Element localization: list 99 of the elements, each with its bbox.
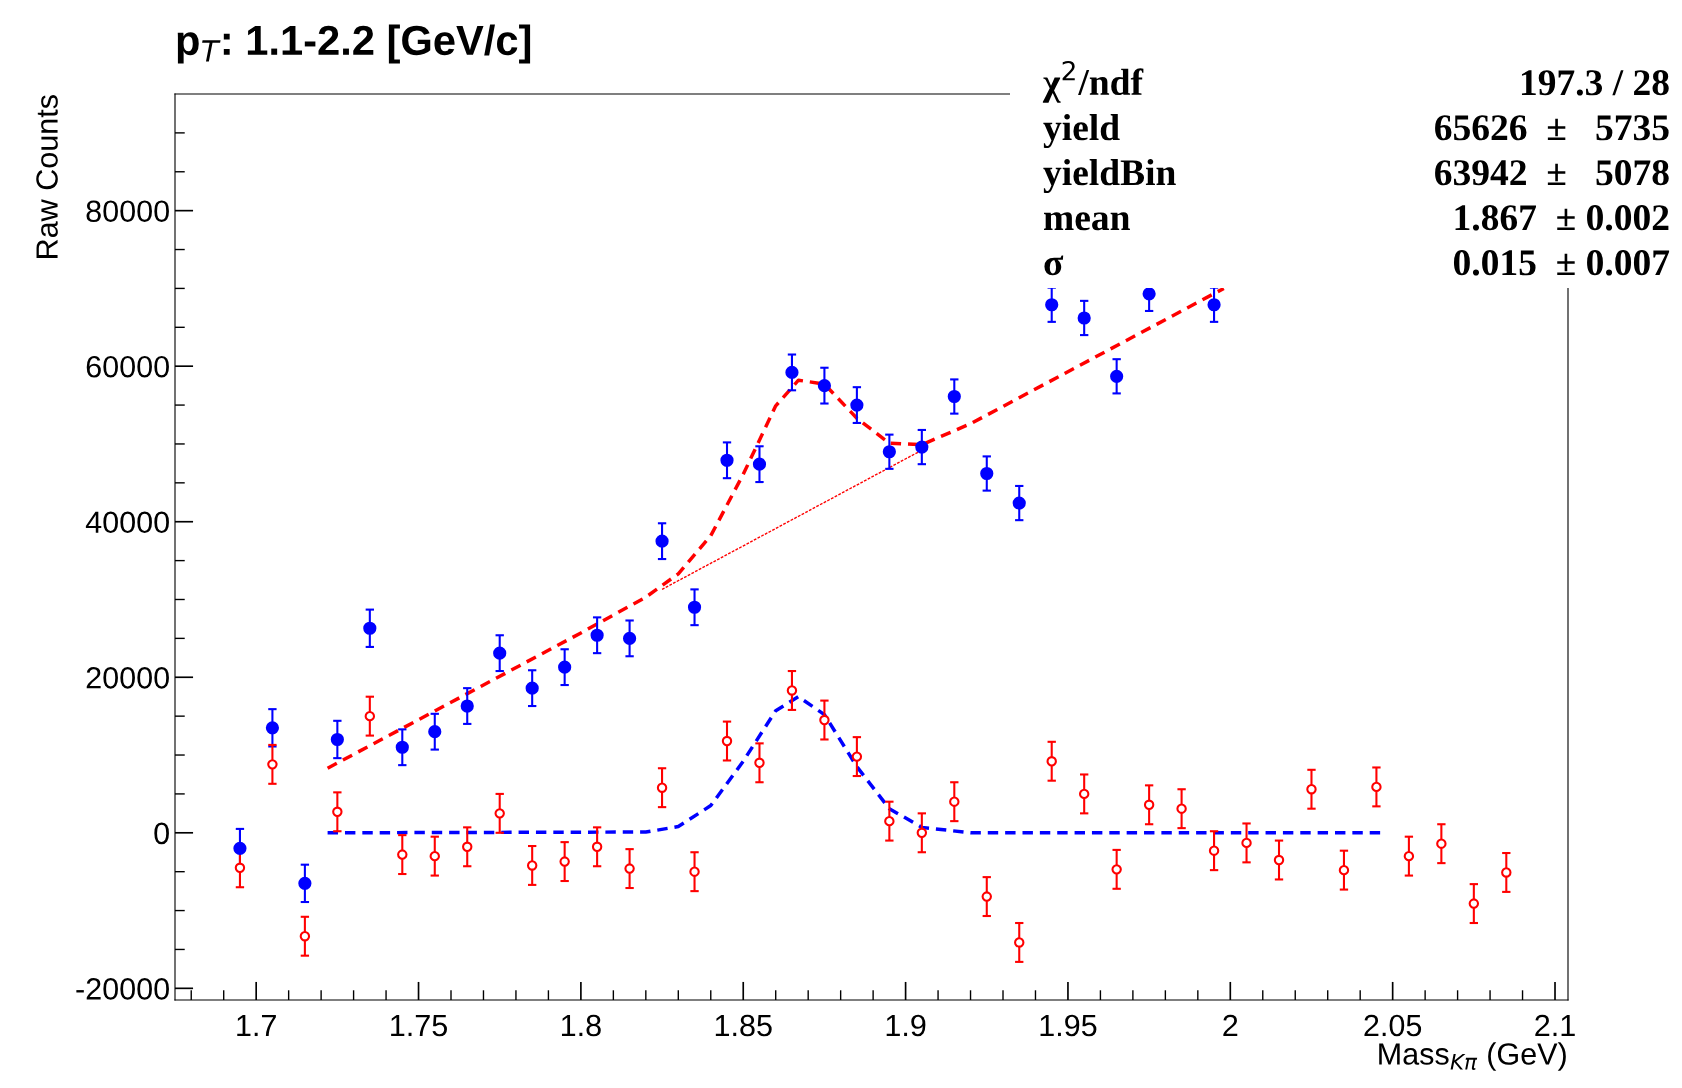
point xyxy=(851,751,863,762)
point xyxy=(1436,838,1447,849)
y-axis-title: Raw Counts xyxy=(36,95,58,258)
point xyxy=(494,808,505,819)
x-tick-label: 1.7 xyxy=(237,1015,276,1037)
point xyxy=(267,759,278,770)
point xyxy=(689,866,700,877)
annotation: 0.015 ± 0.007 xyxy=(1453,250,1670,276)
annotation: 63942 ± 5078 xyxy=(1435,160,1669,186)
point xyxy=(559,856,570,867)
annotation: 1.867 ± 0.002 xyxy=(1455,205,1669,231)
point xyxy=(493,646,507,660)
point xyxy=(947,389,961,404)
point xyxy=(786,685,798,696)
point xyxy=(884,815,895,827)
y-tick-label: -20000 xyxy=(76,978,169,1000)
annotation: yield xyxy=(1043,113,1120,149)
point xyxy=(1078,788,1090,800)
point xyxy=(817,379,832,393)
point xyxy=(1468,898,1480,909)
point xyxy=(332,806,343,818)
point xyxy=(655,534,669,548)
point xyxy=(1111,864,1122,875)
point xyxy=(949,796,960,807)
point xyxy=(462,841,473,852)
annotation: 65626 ± 5735 xyxy=(1435,115,1669,141)
point xyxy=(428,725,442,739)
x-tick-label: 2.05 xyxy=(1364,1014,1422,1037)
point xyxy=(915,440,929,454)
point xyxy=(1077,311,1091,325)
annotation: mean xyxy=(1044,212,1130,231)
point xyxy=(1176,803,1187,814)
point xyxy=(364,710,376,722)
point xyxy=(591,841,603,852)
point xyxy=(395,740,409,754)
point xyxy=(819,714,830,726)
x-tick-label: 1.85 xyxy=(715,1014,772,1037)
point xyxy=(460,699,474,713)
annotation: yieldBin xyxy=(1043,158,1176,194)
point xyxy=(624,863,635,874)
point xyxy=(233,841,247,855)
point xyxy=(752,457,767,471)
point xyxy=(526,860,538,871)
point xyxy=(981,891,992,902)
y-tick-label: 40000 xyxy=(85,511,169,534)
x-tick-label: 1.8 xyxy=(561,1014,601,1037)
y-tick-label: 0 xyxy=(154,822,169,845)
annotation: σ xyxy=(1044,255,1064,276)
y-tick-label: 80000 xyxy=(86,200,169,223)
x-axis-title: Mass$_{Kπ}$ (GeV) xyxy=(1379,1042,1566,1071)
x-tick-label: 2.1 xyxy=(1535,1014,1575,1037)
point xyxy=(363,621,377,635)
point xyxy=(1306,784,1317,795)
point xyxy=(558,660,572,674)
point xyxy=(754,757,765,769)
x-tick-label: 1.95 xyxy=(1040,1014,1097,1037)
x-tick-label: 2 xyxy=(1223,1014,1238,1037)
point xyxy=(1273,854,1285,866)
point xyxy=(1012,496,1026,510)
point xyxy=(1207,298,1221,312)
point xyxy=(687,600,702,614)
x-tick-label: 1.75 xyxy=(391,1015,447,1037)
point xyxy=(299,931,311,942)
point xyxy=(1045,298,1059,312)
point xyxy=(397,849,408,860)
point xyxy=(882,445,896,459)
point xyxy=(1142,287,1156,301)
point xyxy=(1046,756,1057,767)
point xyxy=(590,628,604,642)
x-tick-label: 1.9 xyxy=(886,1014,926,1037)
point xyxy=(1338,864,1350,876)
point xyxy=(1143,799,1155,811)
y-tick-label: 60000 xyxy=(86,355,169,378)
y-tick-label: 20000 xyxy=(86,667,169,689)
point xyxy=(980,466,994,481)
point xyxy=(721,735,733,747)
point xyxy=(623,631,637,645)
chart-title: p$_{T}$: 1.1-2.2 [GeV/c] xyxy=(177,24,531,64)
point xyxy=(1371,781,1382,793)
point xyxy=(330,732,344,747)
point xyxy=(265,721,280,735)
point xyxy=(720,453,734,467)
point xyxy=(1403,850,1415,862)
point xyxy=(298,876,312,890)
point xyxy=(525,681,539,695)
point xyxy=(1241,837,1252,849)
point xyxy=(1110,369,1124,383)
point xyxy=(429,850,440,862)
point xyxy=(916,827,928,839)
annotation: χ$^{2}$/ndf xyxy=(1042,60,1144,103)
point xyxy=(656,782,668,793)
point xyxy=(1208,845,1220,856)
line-series xyxy=(325,286,1226,770)
point xyxy=(1501,867,1512,878)
point xyxy=(234,862,246,873)
point xyxy=(785,365,799,380)
point xyxy=(850,398,864,412)
annotation: 197.3 / 28 xyxy=(1521,70,1669,96)
point xyxy=(1014,937,1025,948)
